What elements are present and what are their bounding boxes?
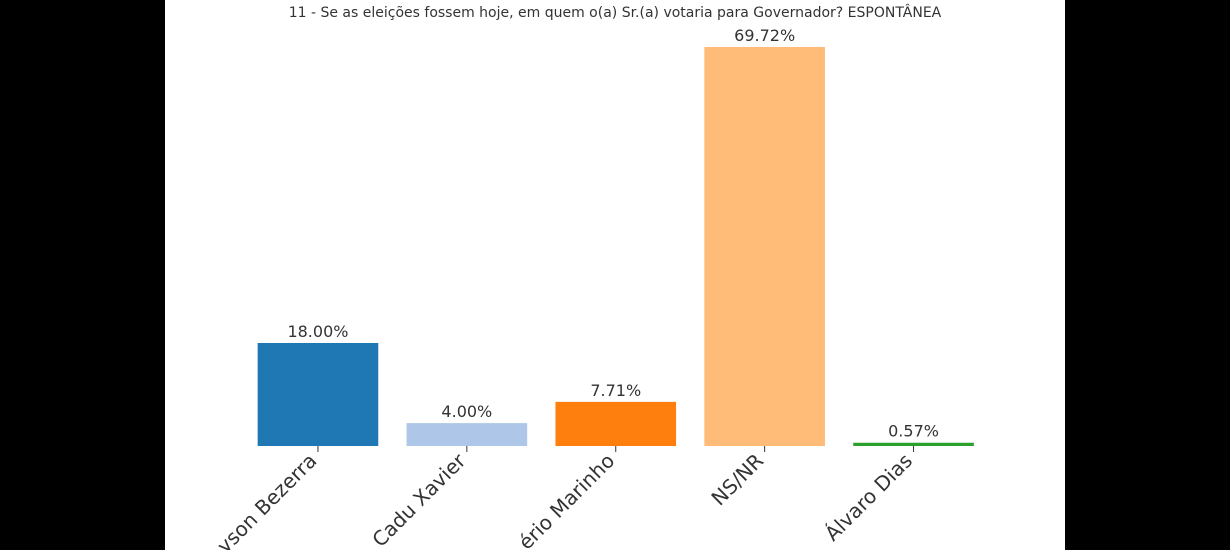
bar [555, 401, 677, 446]
bar [257, 342, 379, 446]
value-label: 4.00% [441, 402, 492, 421]
plot-background [165, 0, 1065, 550]
value-label: 7.71% [590, 381, 641, 400]
bar [853, 442, 974, 446]
bar [406, 423, 528, 446]
value-label: 0.57% [888, 422, 939, 441]
value-label: 69.72% [734, 26, 795, 45]
value-label: 18.00% [287, 322, 348, 341]
bar [704, 47, 825, 446]
chart-title: 11 - Se as eleições fossem hoje, em quem… [289, 3, 942, 21]
